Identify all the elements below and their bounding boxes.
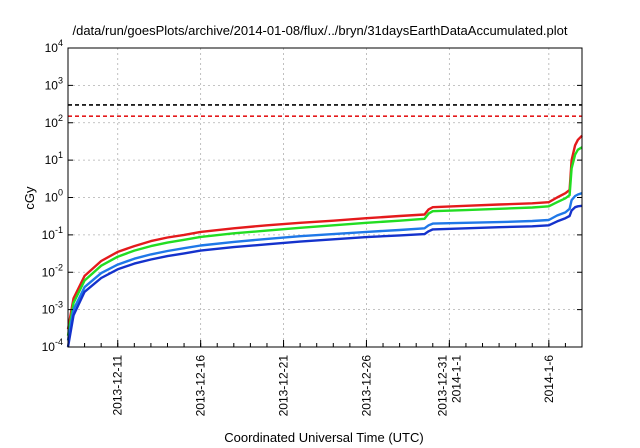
y-tick-label: 10-3 [42, 300, 63, 317]
grid [67, 47, 583, 348]
series-line [66, 134, 583, 330]
series-line [66, 146, 583, 336]
y-tick-label: 102 [45, 113, 63, 130]
chart-title: /data/run/goesPlots/archive/2014-01-08/f… [72, 23, 567, 38]
y-tick-label: 10-1 [42, 225, 63, 242]
y-axis-label: cGy [22, 186, 37, 210]
y-axis-ticks: 10-4 10-3 10-2 10-1 100 101 102 103 104 [42, 38, 582, 354]
x-tick-label: 2014-1-1 [449, 355, 463, 403]
x-tick-label: 2014-1-6 [542, 355, 556, 403]
y-tick-label: 10-2 [42, 262, 63, 279]
data-series [66, 134, 583, 348]
x-axis-label: Coordinated Universal Time (UTC) [224, 430, 423, 445]
reference-lines [68, 104, 582, 117]
y-tick-label: 100 [45, 188, 63, 205]
x-tick-label: 2013-12-26 [359, 355, 373, 417]
x-tick-label: 2013-12-16 [194, 355, 208, 417]
x-tick-label: 2013-12-11 [111, 355, 125, 416]
y-tick-label: 103 [45, 75, 63, 92]
y-tick-label: 10-4 [42, 337, 63, 354]
x-axis-ticks: 2013-12-11 2013-12-16 2013-12-21 2013-12-26… [111, 340, 556, 416]
series-line [66, 204, 583, 348]
x-tick-label: 2013-12-21 [277, 355, 291, 417]
y-tick-label: 104 [45, 38, 63, 55]
y-tick-label: 101 [45, 150, 63, 167]
x-tick-label: 2013-12-31 [435, 355, 449, 417]
series-line [66, 192, 583, 341]
